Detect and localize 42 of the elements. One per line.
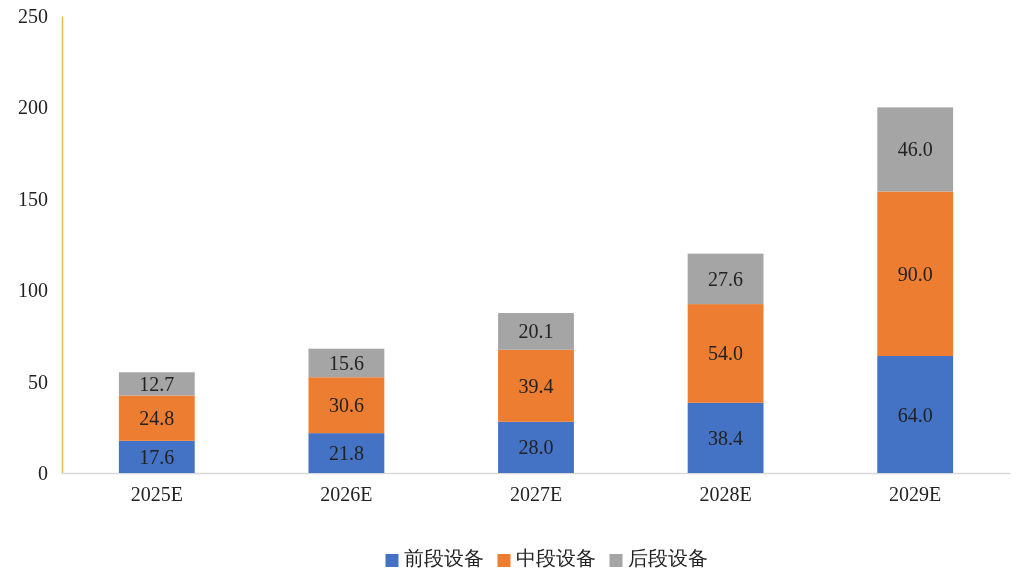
x-tick-label: 2027E bbox=[509, 483, 563, 506]
x-tick-label: 2028E bbox=[699, 483, 752, 506]
data-label: 54.0 bbox=[708, 342, 744, 365]
y-tick-label: 200 bbox=[18, 96, 48, 119]
legend-label: 后段设备 bbox=[627, 546, 708, 570]
bar bbox=[308, 433, 385, 473]
data-label: 24.8 bbox=[139, 407, 175, 430]
bar bbox=[118, 395, 195, 441]
bar bbox=[308, 377, 385, 434]
data-label: 27.6 bbox=[708, 267, 744, 290]
y-tick-label: 150 bbox=[18, 187, 48, 210]
data-label: 90.0 bbox=[897, 262, 933, 285]
data-label: 38.4 bbox=[708, 426, 744, 449]
data-label: 46.0 bbox=[897, 138, 933, 161]
data-label: 30.6 bbox=[328, 394, 364, 417]
data-label: 21.8 bbox=[328, 442, 364, 465]
bar bbox=[498, 421, 574, 473]
bar bbox=[498, 349, 574, 422]
bar bbox=[877, 107, 954, 192]
bar bbox=[687, 253, 764, 305]
x-tick-label: 2025E bbox=[130, 483, 183, 506]
bar bbox=[687, 304, 764, 403]
legend-label: 中段设备 bbox=[515, 546, 596, 570]
data-label: 20.1 bbox=[518, 320, 554, 343]
y-tick-label: 250 bbox=[18, 4, 48, 27]
data-label: 28.0 bbox=[518, 436, 554, 459]
data-label: 39.4 bbox=[518, 374, 554, 397]
legend-label: 前段设备 bbox=[403, 546, 484, 570]
data-label: 15.6 bbox=[328, 351, 364, 374]
bar bbox=[118, 440, 195, 473]
bar bbox=[687, 402, 764, 473]
x-tick-label: 2029E bbox=[889, 483, 942, 506]
y-tick-label: 0 bbox=[38, 461, 48, 484]
bar bbox=[498, 313, 574, 350]
data-label: 64.0 bbox=[897, 403, 933, 426]
data-label: 17.6 bbox=[139, 445, 175, 468]
bar bbox=[877, 191, 954, 357]
y-tick-label: 100 bbox=[18, 279, 48, 302]
x-tick-label: 2026E bbox=[320, 483, 373, 506]
y-tick-label: 50 bbox=[28, 370, 48, 393]
data-label: 12.7 bbox=[139, 372, 175, 395]
bar bbox=[877, 356, 954, 473]
